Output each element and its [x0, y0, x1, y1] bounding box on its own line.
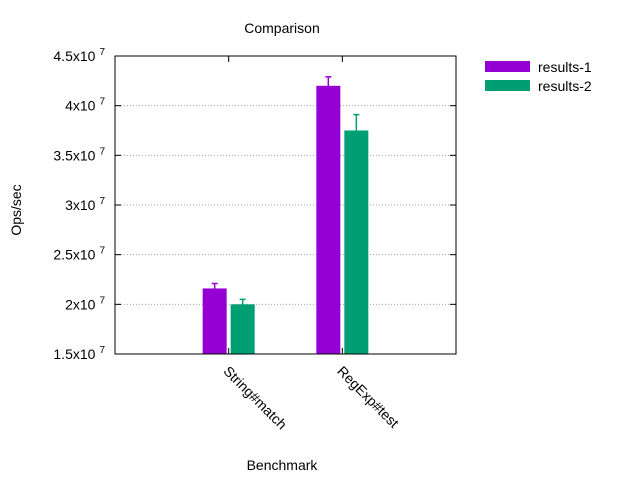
- y-tick-mantissa: 3.5x10: [53, 147, 95, 163]
- legend-label-results-2: results-2: [538, 78, 592, 94]
- bar-results-1: [202, 288, 227, 354]
- legend: results-1 results-2: [485, 59, 592, 94]
- y-tick-label: 4.5x10 7: [53, 47, 105, 64]
- x-tick-label: String#match: [221, 363, 291, 433]
- y-tick-label: 2x10 7: [65, 295, 105, 312]
- y-tick-label: 2.5x10 7: [53, 246, 105, 263]
- y-tick-mantissa: 3x10: [65, 197, 96, 213]
- bars-layer: [202, 76, 369, 355]
- y-tick-exponent: 7: [99, 246, 105, 257]
- y-tick-mantissa: 4x10: [65, 98, 96, 114]
- x-axis: String#match RegExp#test: [221, 56, 402, 433]
- bar-results-1: [316, 85, 341, 355]
- bar-results-2: [344, 130, 369, 354]
- y-tick-mantissa: 2.5x10: [53, 247, 95, 263]
- y-tick-label: 4x10 7: [65, 97, 105, 114]
- y-tick-exponent: 7: [99, 196, 105, 207]
- x-axis-label: Benchmark: [247, 457, 319, 473]
- y-tick-mantissa: 2x10: [65, 296, 96, 312]
- y-tick-label: 3x10 7: [65, 196, 105, 213]
- grid-layer: [115, 105, 456, 305]
- legend-swatch-results-2: [485, 80, 530, 91]
- x-tick-label: RegExp#test: [334, 363, 402, 431]
- y-tick-label: 3.5x10 7: [53, 146, 105, 163]
- y-tick-exponent: 7: [99, 146, 105, 157]
- legend-swatch-results-1: [485, 61, 530, 72]
- y-tick-mantissa: 1.5x10: [53, 346, 95, 362]
- y-tick-exponent: 7: [99, 47, 105, 58]
- y-tick-exponent: 7: [99, 295, 105, 306]
- y-tick-mantissa: 4.5x10: [53, 48, 95, 64]
- chart-title: Comparison: [244, 20, 319, 36]
- y-tick-label: 1.5x10 7: [53, 345, 105, 362]
- y-axis-label: Ops/sec: [8, 184, 24, 235]
- y-tick-exponent: 7: [99, 97, 105, 108]
- y-tick-exponent: 7: [99, 345, 105, 356]
- legend-label-results-1: results-1: [538, 59, 592, 75]
- bar-results-2: [230, 304, 255, 354]
